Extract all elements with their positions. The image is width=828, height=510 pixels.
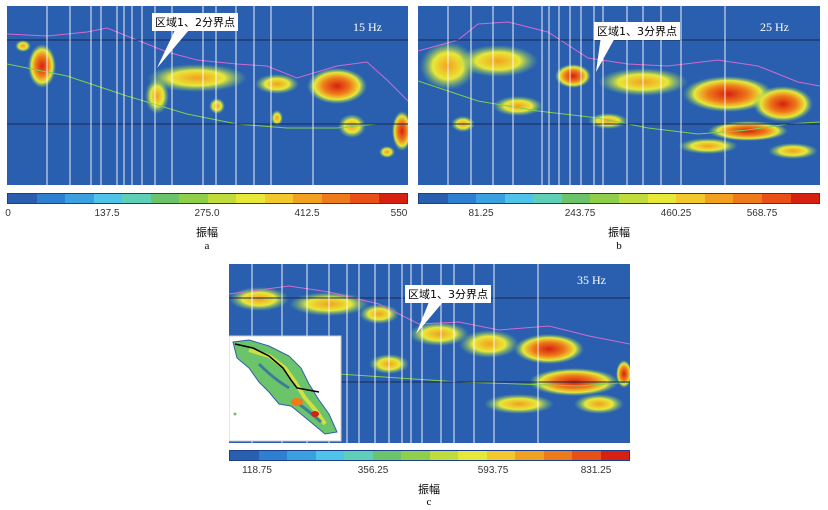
tick-label: 550 [390, 208, 408, 219]
colorbar-swatch [321, 194, 350, 203]
frequency-label-a: 15 Hz [353, 20, 382, 34]
colorbar-swatch [733, 194, 762, 203]
colorbar-title-a: 振幅 [196, 226, 218, 239]
colorbar-swatch [515, 451, 544, 460]
colorbar-swatch [179, 194, 208, 203]
colorbar-swatch [236, 194, 265, 203]
tick-label: 593.75 [477, 465, 509, 476]
amplitude-map-b [418, 6, 820, 185]
colorbar-swatch [378, 194, 407, 203]
panel-label-a: a [204, 240, 210, 252]
colorbar-swatch [561, 194, 591, 203]
colorbar-swatch [476, 194, 505, 203]
panel-c: 区域1、3分界点 35 Hz [229, 264, 630, 443]
colorbar-swatch [293, 194, 322, 203]
colorbar-swatch [429, 451, 458, 460]
colorbar-swatch [36, 194, 65, 203]
location-map-inset [229, 335, 342, 442]
colorbar-swatch [122, 194, 151, 203]
colorbar-swatch [447, 194, 477, 203]
panel-a: 区域1、2分界点 15 Hz [7, 6, 408, 185]
tick-label: 81.25 [468, 208, 494, 219]
boundary-callout-b: 区域1、3分界点 [594, 22, 680, 40]
colorbar-swatch [372, 451, 401, 460]
colorbar-ticks-b: 81.25 243.75 460.25 568.75 [418, 208, 820, 220]
colorbar-swatch [590, 194, 620, 203]
colorbar-swatch [504, 194, 534, 203]
boundary-callout-c: 区域1、3分界点 [405, 285, 491, 303]
colorbar-swatch [401, 451, 430, 460]
panel-b: 区域1、3分界点 25 Hz [418, 6, 820, 185]
colorbar-c [229, 450, 630, 461]
colorbar-ticks-c: 118.75 356.25 593.75 831.25 [229, 465, 630, 477]
tick-label: 568.75 [746, 208, 778, 219]
tick-label: 0 [5, 208, 11, 219]
colorbar-swatch [350, 194, 379, 203]
tick-label: 137.5 [94, 208, 120, 219]
colorbar-swatch [315, 451, 344, 460]
colorbar-swatch [419, 194, 448, 203]
colorbar-a [7, 193, 408, 204]
colorbar-title-b: 振幅 [608, 226, 630, 239]
colorbar-title-c: 振幅 [418, 483, 440, 496]
tick-label: 412.5 [294, 208, 320, 219]
tick-label: 356.25 [357, 465, 389, 476]
tick-label: 275.0 [194, 208, 220, 219]
colorbar-swatch [704, 194, 734, 203]
colorbar-swatch [647, 194, 677, 203]
tick-label: 118.75 [242, 465, 272, 476]
amplitude-map-c [229, 264, 630, 443]
colorbar-b [418, 193, 820, 204]
colorbar-swatch [230, 451, 259, 460]
frequency-label-c: 35 Hz [577, 273, 606, 287]
tick-label: 460.25 [660, 208, 692, 219]
colorbar-swatch [676, 194, 705, 203]
colorbar-swatch [65, 194, 94, 203]
boundary-callout-a: 区域1、2分界点 [152, 13, 238, 31]
tick-label: 831.25 [580, 465, 612, 476]
colorbar-swatch [287, 451, 316, 460]
panel-label-c: c [426, 496, 432, 508]
colorbar-swatch [258, 451, 287, 460]
colorbar-swatch [543, 451, 572, 460]
panel-label-b: b [616, 240, 622, 252]
colorbar-swatch [533, 194, 562, 203]
colorbar-swatch [600, 451, 629, 460]
colorbar-swatch [150, 194, 179, 203]
colorbar-swatch [486, 451, 515, 460]
colorbar-swatch [572, 451, 601, 460]
colorbar-swatch [93, 194, 122, 203]
colorbar-swatch [458, 451, 487, 460]
colorbar-swatch [264, 194, 293, 203]
tick-label: 243.75 [564, 208, 596, 219]
amplitude-map-a [7, 6, 408, 185]
frequency-label-b: 25 Hz [760, 20, 789, 34]
colorbar-swatch [207, 194, 236, 203]
colorbar-swatch [761, 194, 791, 203]
colorbar-ticks-a: 0 137.5 275.0 412.5 550 [5, 208, 408, 220]
colorbar-swatch [344, 451, 373, 460]
colorbar-swatch [619, 194, 648, 203]
colorbar-swatch [8, 194, 37, 203]
colorbar-swatch [790, 194, 820, 203]
